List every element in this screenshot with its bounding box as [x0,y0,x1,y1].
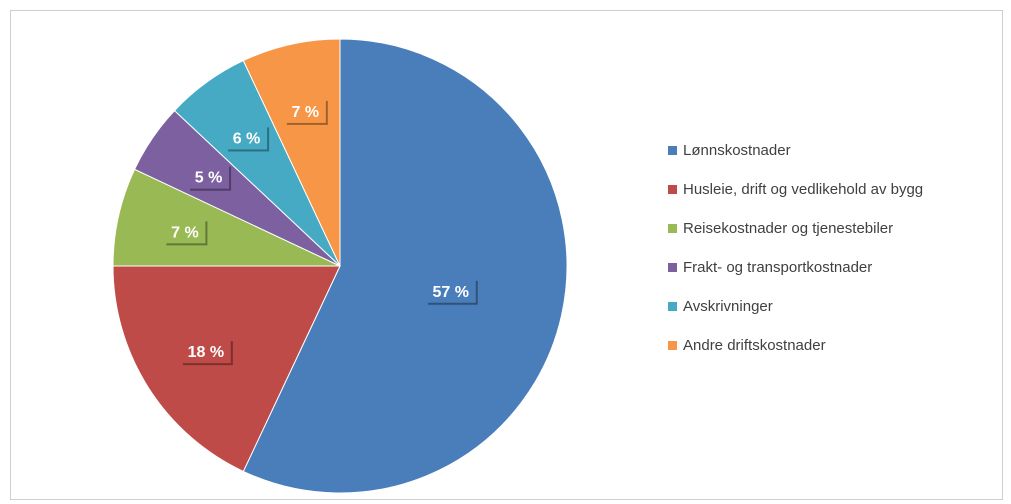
legend-item: Andre driftskostnader [668,335,923,355]
data-label-text: 6 % [233,130,261,147]
data-label-text: 18 % [188,344,224,361]
data-label-text: 7 % [171,224,199,241]
data-label-text: 57 % [433,284,469,301]
data-label: 18 % [180,339,233,366]
legend-swatch [668,340,677,350]
legend-swatch [668,184,677,194]
legend-label: Andre driftskostnader [683,336,826,354]
legend-item: Husleie, drift og vedlikehold av bygg [668,179,923,199]
legend-swatch [668,145,677,155]
legend-label: Reisekostnader og tjenestebiler [683,219,894,237]
chart-legend: Lønnskostnader Husleie, drift og vedlikeh… [668,140,923,374]
data-label-text: 5 % [195,170,223,187]
legend-swatch [668,223,677,233]
data-label: 6 % [226,125,270,152]
legend-swatch [668,262,677,272]
pie-slice [242,38,568,494]
legend-label: Avskrivninger [683,297,773,315]
pie-slice [112,265,341,473]
data-label-text: 7 % [292,104,320,121]
legend-label: Husleie, drift og vedlikehold av bygg [683,180,924,198]
data-label: 57 % [425,278,478,305]
data-label: 7 % [284,98,328,125]
legend-item: Lønnskostnader [668,140,923,160]
legend-item: Avskrivninger [668,296,923,316]
legend-item: Reisekostnader og tjenestebiler [668,218,923,238]
legend-swatch [668,301,677,311]
pie-data-labels: 57 % 18 % 7 % 5 % 6 % 7 % [164,98,478,366]
legend-label: Frakt- og transportkostnader [683,258,873,276]
pie-slice [242,38,341,267]
data-label: 7 % [164,219,208,246]
pie-slices [112,38,568,494]
data-label: 5 % [188,164,232,191]
legend-item: Frakt- og transportkostnader [668,257,923,277]
legend-label: Lønnskostnader [683,141,791,159]
